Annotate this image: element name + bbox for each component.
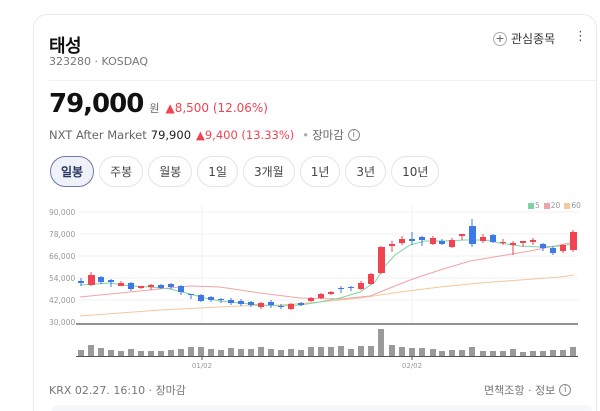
disclaimer-link[interactable]: 면책조항 · 정보 i	[484, 382, 572, 398]
ma5-line	[79, 239, 575, 307]
tab-daily[interactable]: 일봉	[50, 156, 95, 187]
currency-unit: 원	[149, 102, 160, 115]
volume-bars	[78, 329, 576, 356]
tab-1year[interactable]: 1년	[299, 156, 341, 187]
svg-text:54,000: 54,000	[49, 274, 75, 283]
price-change: ▲8,500 (12.06%)	[165, 101, 268, 115]
svg-text:30,000: 30,000	[49, 318, 75, 327]
price-row: 79,000 원 ▲8,500 (12.06%)	[49, 89, 268, 119]
legend-ma60: 60	[564, 201, 581, 210]
info-icon[interactable]: i	[347, 129, 360, 141]
after-market-price: 79,900	[150, 128, 192, 142]
x-axis-labels: 01/02 02/02	[192, 362, 422, 370]
after-market-change: ▲9,400 (13.33%)	[196, 128, 295, 142]
legend-ma5: 5	[528, 201, 540, 210]
ma-legend: 5 20 60	[528, 201, 581, 210]
svg-text:42,000: 42,000	[49, 296, 75, 305]
svg-text:01/02: 01/02	[192, 362, 212, 370]
add-watchlist-button[interactable]: + 관심종목	[493, 30, 555, 47]
header-divider	[49, 80, 597, 81]
stock-name: 태성	[49, 36, 82, 57]
tab-monthly[interactable]: 월봉	[148, 156, 193, 187]
svg-text:02/02: 02/02	[402, 362, 422, 370]
watchlist-label: 관심종목	[511, 32, 556, 46]
candles	[78, 219, 577, 310]
svg-text:78,000: 78,000	[49, 230, 75, 239]
svg-text:90,000: 90,000	[49, 208, 75, 217]
footer-bar	[52, 405, 592, 411]
y-axis-labels: 90,000 78,000 66,000 54,000 42,000 30,00…	[49, 208, 75, 327]
svg-text:66,000: 66,000	[49, 252, 75, 261]
market-status: 장마감	[312, 128, 344, 142]
period-tabs: 일봉 주봉 월봉 1일 3개월 1년 3년 10년	[50, 156, 440, 187]
legend-ma20: 20	[543, 201, 560, 210]
after-market-label: NXT After Market	[49, 128, 147, 142]
disclaimer-label: 면책조항 · 정보	[484, 384, 556, 397]
separator-dot: •	[302, 128, 310, 142]
current-price: 79,000	[49, 89, 144, 119]
tab-1day[interactable]: 1일	[197, 156, 238, 187]
tab-3months[interactable]: 3개월	[242, 156, 295, 187]
info-icon[interactable]: i	[559, 384, 572, 396]
tab-weekly[interactable]: 주봉	[99, 156, 144, 187]
after-market-row: NXT After Market 79,900 ▲9,400 (13.33%) …	[49, 127, 360, 143]
footer-timestamp: KRX 02.27. 16:10 · 장마감	[49, 384, 186, 397]
tab-10years[interactable]: 10년	[391, 156, 440, 187]
kebab-menu-icon[interactable]: ⋮	[574, 29, 587, 44]
ma60-line	[79, 274, 575, 317]
tab-3years[interactable]: 3년	[345, 156, 387, 187]
plus-circle-icon: +	[493, 31, 507, 46]
grid	[78, 205, 578, 322]
stock-code-market: 323280 · KOSDAQ	[49, 55, 148, 68]
ma20-line	[79, 241, 575, 300]
